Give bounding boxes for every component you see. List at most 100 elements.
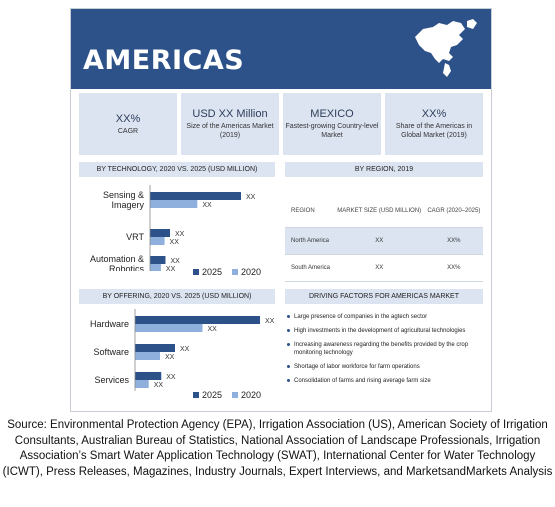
bar-2020 <box>135 324 203 332</box>
legend-swatch-2020 <box>232 269 239 275</box>
category-label: Hardware <box>90 319 129 329</box>
bullet-icon <box>287 379 290 382</box>
list-item: Increasing awareness regarding the benef… <box>285 341 481 357</box>
list-item: Shortage of labor workforce for farm ope… <box>285 363 481 371</box>
data-label: XX <box>180 346 190 353</box>
kpi-value: USD XX Million <box>192 108 268 120</box>
legend-swatch-2025 <box>193 269 199 275</box>
bar-2020 <box>135 352 160 360</box>
technology-chart: Sensing & Imagery XX XX VRT XX XX Automation & R… <box>79 181 275 276</box>
legend-label-2020: 2020 <box>241 267 262 277</box>
bullet-icon <box>287 343 290 346</box>
region-table-header: REGION MARKET SIZE (USD MILLION) CAGR (2… <box>285 195 483 228</box>
legend-label-2020: 2020 <box>241 390 262 400</box>
data-label: XX <box>170 258 180 265</box>
bar-2025 <box>135 372 162 380</box>
bar-2025 <box>150 229 171 237</box>
data-label: XX <box>246 194 256 201</box>
table-row: North America XX XX% <box>285 227 483 255</box>
kpi-value: XX% <box>421 108 447 120</box>
data-label: XX <box>265 318 275 325</box>
bar-2020 <box>150 264 161 272</box>
legend-item-2020: 2020 <box>232 267 261 277</box>
data-label: XX <box>202 202 212 209</box>
market-size-cell: XX <box>333 254 425 282</box>
bullet-icon <box>287 329 290 332</box>
kpi-caption: Fastest-growing Country-level Market <box>285 123 379 139</box>
cagr-cell: XX% <box>424 227 483 255</box>
technology-legend: 2025 2020 <box>193 267 261 277</box>
section-header-region: BY REGION, 2019 <box>285 162 483 177</box>
kpi-value: XX% <box>115 112 141 125</box>
category-label: Imagery <box>111 200 144 210</box>
offering-chart: Hardware XX XX Software XX XX Services XX XX <box>79 307 275 400</box>
driving-factors-list: Large presence of companies in the agtec… <box>285 313 481 391</box>
source-note: Source: Environmental Protection Agency … <box>2 419 553 478</box>
legend-item-2025: 2025 <box>193 390 222 400</box>
cagr-col-header: CAGR (2020–2025) <box>424 195 483 228</box>
bar-2020 <box>150 200 198 208</box>
data-label: XX <box>166 266 176 271</box>
kpi-cagr: XX% CAGR <box>79 93 177 155</box>
bar-2025 <box>135 344 175 352</box>
factor-text: Consolidation of farms and rising averag… <box>294 378 431 384</box>
bar-2020 <box>150 237 165 245</box>
data-label: XX <box>165 354 175 361</box>
category-label: Automation & <box>90 254 144 264</box>
kpi-caption: Size of the Americas Market (2019) <box>186 123 274 139</box>
category-label: VRT <box>126 232 144 242</box>
region-table: REGION MARKET SIZE (USD MILLION) CAGR (2… <box>285 195 483 282</box>
kpi-caption: CAGR <box>117 127 139 135</box>
table-row: South America XX XX% <box>285 254 483 282</box>
market-size-col-header: MARKET SIZE (USD MILLION) <box>333 195 425 228</box>
kpi-caption: Share of the Americas in Global Market (… <box>395 123 473 139</box>
kpi-fastest-growing: MEXICO Fastest-growing Country-level Mar… <box>283 93 381 155</box>
kpi-row: XX% CAGR USD XX Million Size of the Amer… <box>79 93 483 155</box>
bullet-icon <box>287 315 290 318</box>
legend-swatch-2020 <box>232 392 239 398</box>
bullet-icon <box>287 365 290 368</box>
kpi-value: MEXICO <box>310 108 354 120</box>
americas-map-icon <box>415 19 477 77</box>
kpi-global-share: XX% Share of the Americas in Global Mark… <box>385 93 483 155</box>
category-label: Robotics <box>109 264 145 271</box>
region-col-header: REGION <box>285 195 334 228</box>
bar-2025 <box>150 256 166 264</box>
region-cell: North America <box>285 227 334 255</box>
factor-text: Shortage of labor workforce for farm ope… <box>294 364 420 370</box>
banner-title: AMERICAS <box>83 45 245 76</box>
market-size-cell: XX <box>333 227 425 255</box>
offering-legend: 2025 2020 <box>193 390 261 400</box>
factor-text: Increasing awareness regarding the benef… <box>294 342 469 356</box>
bar-2020 <box>135 380 149 388</box>
legend-label-2025: 2025 <box>202 390 223 400</box>
factor-text: High investments in the development of a… <box>294 328 466 334</box>
legend-swatch-2025 <box>193 392 199 398</box>
data-label: XX <box>170 239 180 246</box>
list-item: Consolidation of farms and rising averag… <box>285 377 481 385</box>
banner: AMERICAS <box>71 9 491 89</box>
category-label: Sensing & <box>103 190 144 200</box>
data-label: XX <box>154 382 164 389</box>
list-item: Large presence of companies in the agtec… <box>285 313 481 321</box>
list-item: High investments in the development of a… <box>285 327 481 335</box>
bar-2025 <box>135 316 260 324</box>
legend-label-2025: 2025 <box>202 267 223 277</box>
data-label: XX <box>175 231 185 238</box>
bar-2025 <box>150 192 241 200</box>
section-header-offering: BY OFFERING, 2020 VS. 2025 (USD MILLION) <box>79 289 275 304</box>
section-header-driving-factors: DRIVING FACTORS FOR AMERICAS MARKET <box>285 289 483 304</box>
cagr-cell: XX% <box>424 254 483 282</box>
infographic-frame: AMERICAS XX% CAGR USD XX Million Size of… <box>70 8 492 412</box>
factor-text: Large presence of companies in the agtec… <box>294 314 428 320</box>
kpi-market-size: USD XX Million Size of the Americas Mark… <box>181 93 279 155</box>
region-cell: South America <box>285 254 334 282</box>
category-label: Services <box>94 375 129 385</box>
category-label: Software <box>93 347 129 357</box>
section-header-technology: BY TECHNOLOGY, 2020 VS. 2025 (USD MILLIO… <box>79 162 275 177</box>
data-label: XX <box>208 326 218 333</box>
legend-item-2020: 2020 <box>232 390 261 400</box>
data-label: XX <box>166 374 176 381</box>
